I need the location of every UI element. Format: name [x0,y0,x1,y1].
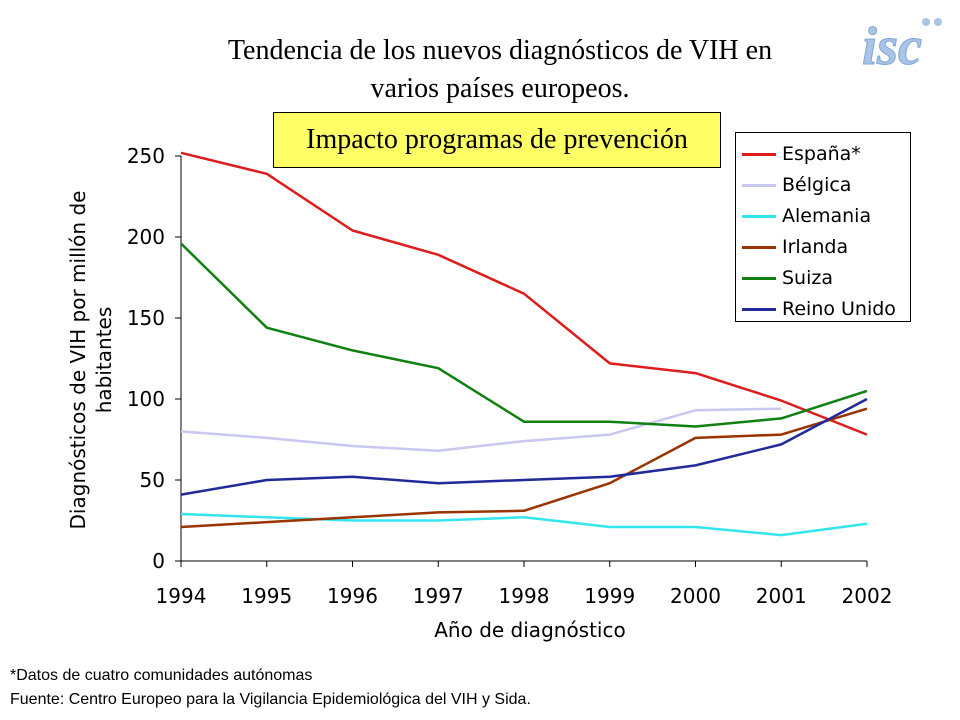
legend-label: España* [782,143,861,165]
legend-item-reino-unido: Reino Unido [736,294,910,325]
y-axis-label-line-2: habitantes [92,306,116,414]
chart-title-line-2: varios países europeos. [370,73,630,104]
y-tick-label: 100 [127,387,165,411]
footnote-data-note: *Datos de cuatro comunidades autónomas [10,667,313,684]
series-line-irlanda [180,407,868,529]
legend-item-espana: España* [736,139,910,170]
legend-swatch [742,215,776,218]
y-tick-label: 50 [140,468,165,492]
chart-series [180,151,868,537]
legend-label: Suiza [782,267,833,289]
legend-label: Bélgica [782,174,852,196]
legend-item-belgica: Bélgica [736,170,910,201]
x-tick-label: 2002 [842,584,893,608]
x-tick-label: 1995 [241,584,292,608]
chart-title: Tendencia de los nuevos diagnósticos de … [0,32,960,108]
svg-text:isc: isc [862,16,922,74]
chart-ticks: 0 50 100 150 200 250 1994 1995 1996 1997 1998 1999 2… [127,144,893,608]
legend-swatch [742,308,776,311]
legend-item-alemania: Alemania [736,201,910,232]
legend-swatch [742,153,776,156]
chart-title-line-1: Tendencia de los nuevos diagnósticos de … [227,35,773,66]
chart-legend: España* Bélgica Alemania Irlanda Suiza R… [735,132,911,322]
x-axis-label: Año de diagnóstico [434,618,626,642]
legend-item-suiza: Suiza [736,263,910,294]
y-tick-label: 250 [127,144,165,168]
x-tick-label: 1999 [584,584,635,608]
x-tick-label: 1994 [156,584,207,608]
series-line-bélgica [180,407,782,453]
series-line-suiza [180,242,868,428]
x-tick-label: 1996 [327,584,378,608]
legend-label: Irlanda [782,236,849,258]
x-tick-label: 1997 [413,584,464,608]
y-tick-label: 200 [127,225,165,249]
y-axis-label: Diagnósticos de VIH por millón de habita… [65,160,117,560]
x-tick-label: 2001 [756,584,807,608]
legend-swatch [742,184,776,187]
series-line-españa [180,151,868,436]
isc-logo: isc [862,16,942,74]
series-line-alemania [180,512,868,537]
legend-label: Alemania [782,205,872,227]
y-axis-label-line-1: Diagnósticos de VIH por millón de [66,190,90,530]
prevention-impact-banner: Impacto programas de prevención [273,112,721,168]
footnotes: *Datos de cuatro comunidades autónomas F… [10,664,531,712]
y-tick-label: 0 [152,549,165,573]
x-tick-label: 2000 [670,584,721,608]
legend-swatch [742,246,776,249]
legend-item-irlanda: Irlanda [736,232,910,263]
legend-swatch [742,277,776,280]
legend-label: Reino Unido [782,298,896,320]
x-tick-label: 1998 [499,584,550,608]
y-tick-label: 150 [127,306,165,330]
series-line-reino-unido [180,397,868,496]
footnote-source: Fuente: Centro Europeo para la Vigilanci… [10,691,531,708]
